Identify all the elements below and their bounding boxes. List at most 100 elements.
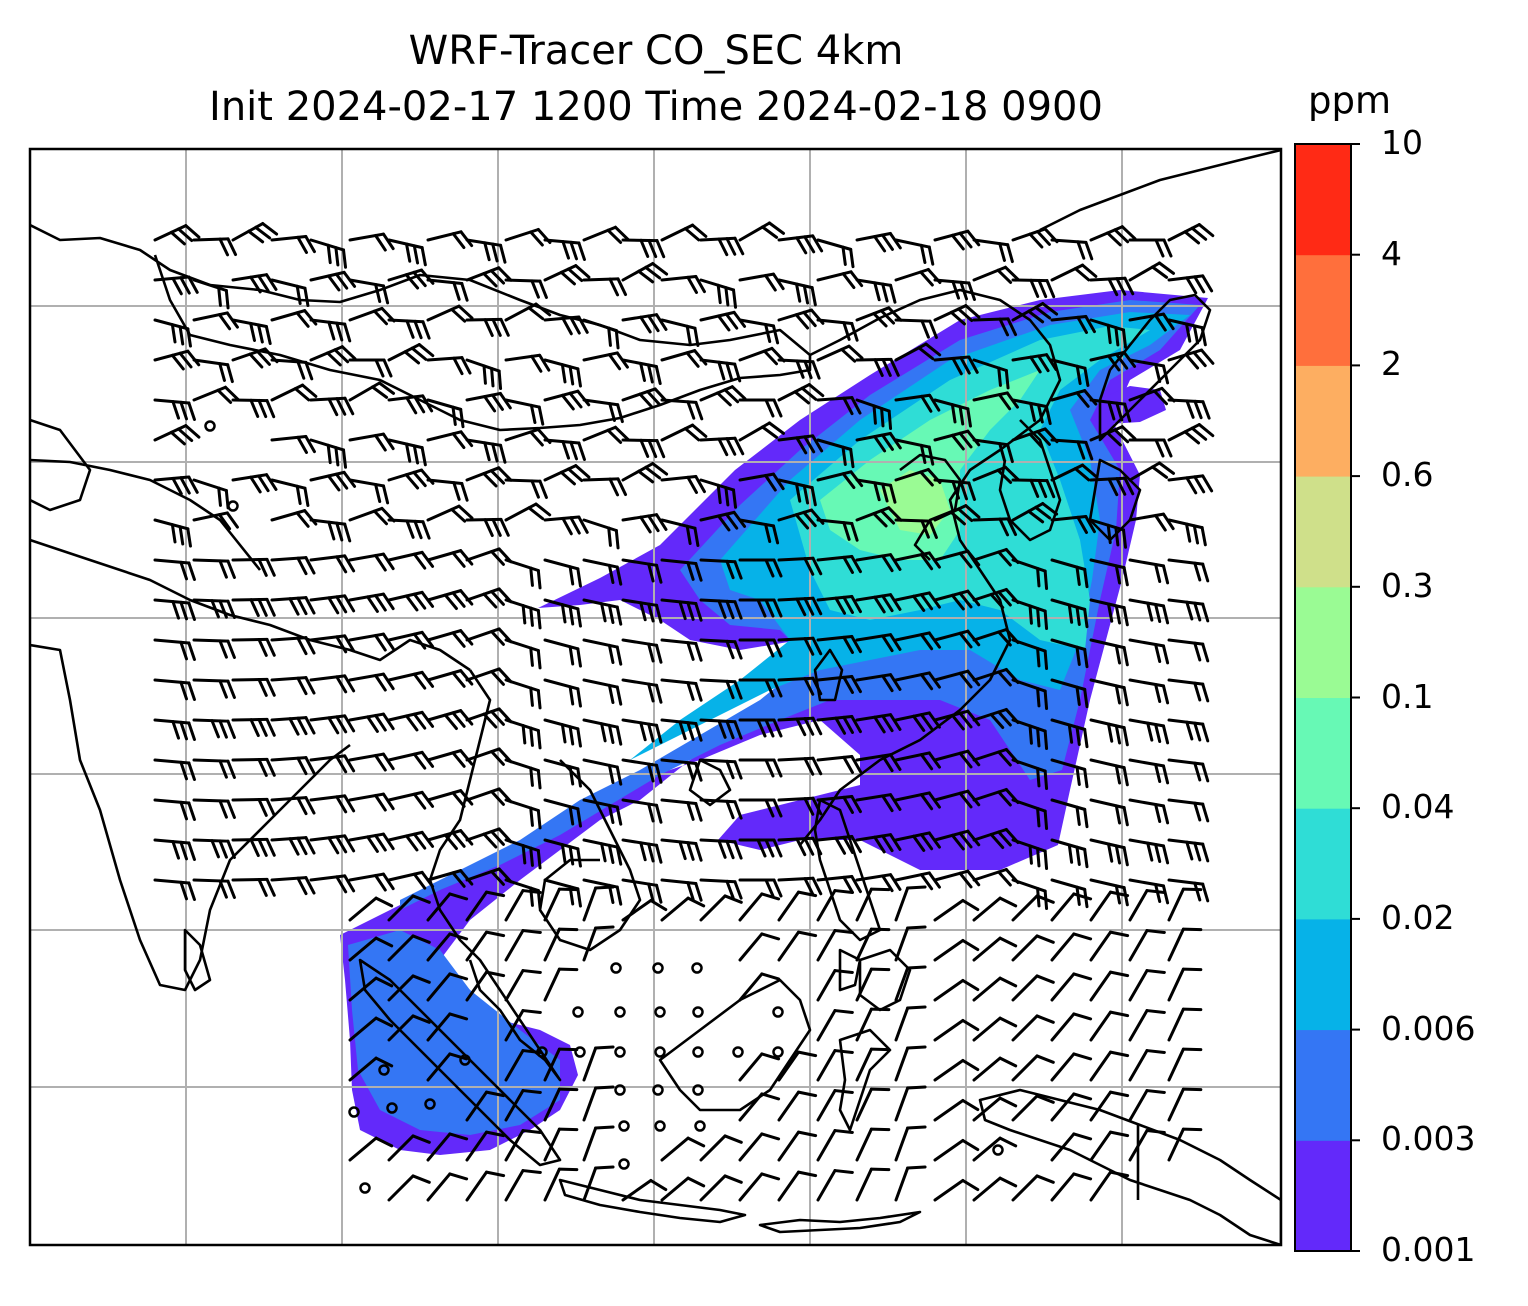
wind-barb	[777, 383, 825, 405]
wind-barb	[777, 876, 823, 896]
wind-barb	[816, 634, 862, 654]
wind-barb	[660, 1176, 706, 1202]
wind-barb	[1089, 1090, 1130, 1122]
wind-barb	[1011, 427, 1059, 449]
wind-barb	[426, 709, 474, 730]
wind-barb	[426, 304, 474, 323]
wind-barb	[543, 1167, 579, 1202]
wind-barb	[1050, 1052, 1093, 1082]
wind-barb	[387, 790, 435, 810]
wind-barb	[1167, 223, 1215, 245]
wind-barb	[660, 318, 700, 347]
wind-barb	[699, 478, 738, 509]
wind-barb	[270, 234, 316, 254]
map-frame	[28, 147, 1283, 1247]
border-china-north	[30, 223, 812, 432]
wind-barb	[699, 798, 743, 820]
wind-barb	[387, 590, 435, 612]
wind-barb	[426, 1172, 469, 1202]
wind-barb	[816, 344, 864, 363]
wind-barb	[465, 707, 513, 729]
wind-barb	[933, 229, 981, 251]
wind-barb	[387, 894, 431, 922]
wind-barb	[387, 1134, 431, 1162]
wind-barb	[348, 896, 394, 922]
wind-barb	[426, 972, 469, 1002]
wind-barb	[1011, 798, 1049, 830]
wind-barb	[816, 754, 862, 774]
wind-barb	[1089, 1050, 1130, 1082]
wind-barb	[309, 238, 348, 269]
wind-barb	[1011, 302, 1059, 324]
wind-barb	[738, 421, 786, 442]
colorbar-tick-label: 0.1	[1381, 676, 1434, 716]
wind-barb	[504, 353, 551, 373]
wind-barb	[1050, 238, 1094, 261]
wind-barb	[192, 311, 239, 331]
colorbar-tick-label: 0.003	[1381, 1119, 1476, 1159]
coastline-philippines-central	[838, 948, 862, 992]
wind-barb	[465, 930, 506, 962]
wind-barb	[309, 874, 356, 894]
wind-barb	[387, 710, 435, 732]
wind-barb	[1128, 718, 1170, 745]
wind-barb	[933, 1178, 980, 1202]
wind-barb	[1167, 1007, 1203, 1042]
wind-barb	[1011, 678, 1049, 710]
wind-barb	[621, 1178, 668, 1202]
colorbar-unit-label: ppm	[1308, 79, 1392, 122]
wind-barb	[894, 438, 935, 466]
wind-barb	[1128, 238, 1173, 258]
wind-barb	[348, 1016, 394, 1042]
wind-barb	[972, 317, 1018, 337]
colorbar-segment	[1295, 697, 1351, 809]
calm-wind-marker	[227, 500, 239, 512]
wind-barb	[192, 838, 236, 859]
wind-barb	[1089, 718, 1129, 747]
wind-barb	[894, 393, 941, 413]
wind-barb	[816, 714, 862, 735]
wind-barb	[933, 1098, 980, 1122]
wind-barb	[777, 358, 821, 380]
wind-barb	[660, 896, 706, 922]
wind-barb	[933, 278, 976, 302]
wind-barb	[504, 278, 548, 299]
wind-barb	[1011, 353, 1058, 374]
wind-barb	[504, 1089, 542, 1122]
wind-barb	[231, 398, 276, 419]
wind-barb	[192, 511, 239, 531]
wind-barb	[660, 758, 703, 782]
wind-barb	[1050, 758, 1089, 789]
wind-barb	[465, 787, 513, 806]
wind-barb	[855, 278, 897, 304]
wind-barb	[1167, 474, 1214, 495]
wind-barb	[933, 589, 981, 611]
wind-barb	[1089, 558, 1129, 587]
wind-barb	[426, 278, 469, 302]
wind-barb	[1050, 1172, 1093, 1202]
wind-barb	[348, 478, 390, 505]
wind-barb	[543, 758, 582, 788]
wind-barb	[426, 230, 474, 250]
wind-barb	[231, 557, 276, 577]
wind-barb	[777, 930, 818, 962]
wind-barb	[738, 398, 783, 418]
wind-barb	[504, 969, 542, 1002]
wind-barb	[855, 833, 902, 854]
wind-barb	[153, 318, 192, 348]
wind-barb	[1050, 638, 1089, 669]
wind-barb	[855, 553, 902, 573]
wind-barb	[1167, 1087, 1203, 1122]
wind-barb	[933, 709, 981, 731]
wind-barb	[153, 878, 196, 902]
wind-barb	[387, 318, 431, 340]
wind-barb	[621, 387, 669, 409]
wind-barb	[933, 478, 976, 502]
coastline-india	[30, 643, 351, 992]
wind-barb	[387, 934, 431, 962]
wind-barb	[192, 678, 236, 699]
wind-barb	[1128, 929, 1166, 962]
wind-barb	[972, 867, 1020, 887]
wind-barb	[153, 275, 199, 296]
wind-barb	[309, 754, 356, 774]
